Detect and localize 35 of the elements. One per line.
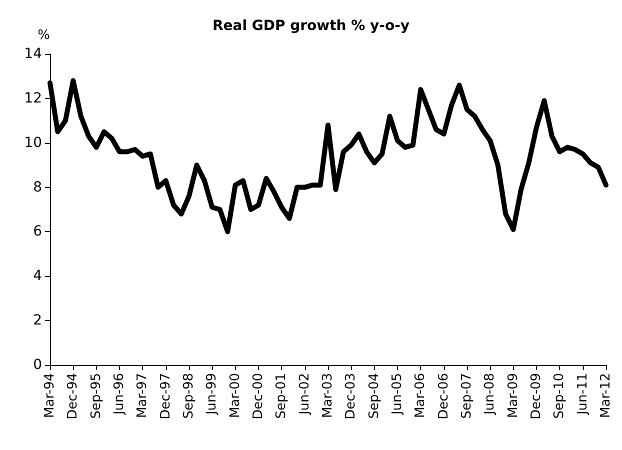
y-axis-title: % bbox=[38, 28, 50, 43]
x-tick-label: Dec-06 bbox=[436, 373, 452, 420]
x-tick-label: Sep-04 bbox=[366, 373, 382, 419]
chart-title: Real GDP growth % y-o-y bbox=[212, 18, 410, 34]
x-tick-label: Sep-95 bbox=[88, 373, 104, 419]
x-tick-label: Jun-02 bbox=[297, 373, 312, 416]
x-tick-label: Sep-98 bbox=[182, 373, 196, 419]
x-tick-label: Dec-00 bbox=[251, 373, 266, 420]
y-tick-label: 2 bbox=[33, 312, 42, 329]
x-tick-label: Sep-07 bbox=[460, 373, 474, 419]
x-tick-label: Jun-11 bbox=[575, 373, 590, 416]
x-tick-label: Dec-09 bbox=[529, 373, 544, 420]
x-tick-label: Mar-09 bbox=[506, 373, 521, 418]
y-tick-label: 0 bbox=[33, 357, 42, 373]
x-tick-label: Jun-99 bbox=[204, 373, 220, 416]
x-tick-label: Sep-01 bbox=[274, 373, 290, 419]
y-tick-label: 6 bbox=[33, 224, 42, 240]
y-tick-label: 10 bbox=[24, 134, 42, 151]
y-tick-label: 14 bbox=[24, 46, 42, 62]
x-tick-label: Mar-06 bbox=[413, 373, 428, 418]
y-tick-label: 8 bbox=[33, 179, 42, 196]
x-tick-label: Sep-10 bbox=[552, 373, 568, 419]
x-tick-label: Mar-97 bbox=[135, 373, 150, 418]
x-tick-label: Jun-08 bbox=[482, 373, 498, 416]
x-tick-label: Mar-12 bbox=[598, 373, 614, 418]
x-tick-label: Mar-00 bbox=[228, 373, 243, 418]
y-tick-label: 4 bbox=[33, 268, 42, 284]
y-tick-label: 12 bbox=[24, 90, 42, 106]
x-tick-label: Jun-05 bbox=[390, 373, 405, 416]
x-tick-label: Mar-03 bbox=[320, 373, 336, 418]
x-tick-label: Dec-94 bbox=[66, 373, 81, 420]
x-tick-label: Jun-96 bbox=[112, 373, 127, 416]
x-tick-label: Mar-94 bbox=[42, 373, 58, 418]
x-tick-label: Dec-97 bbox=[158, 373, 174, 420]
x-tick-label: Dec-03 bbox=[344, 373, 359, 420]
